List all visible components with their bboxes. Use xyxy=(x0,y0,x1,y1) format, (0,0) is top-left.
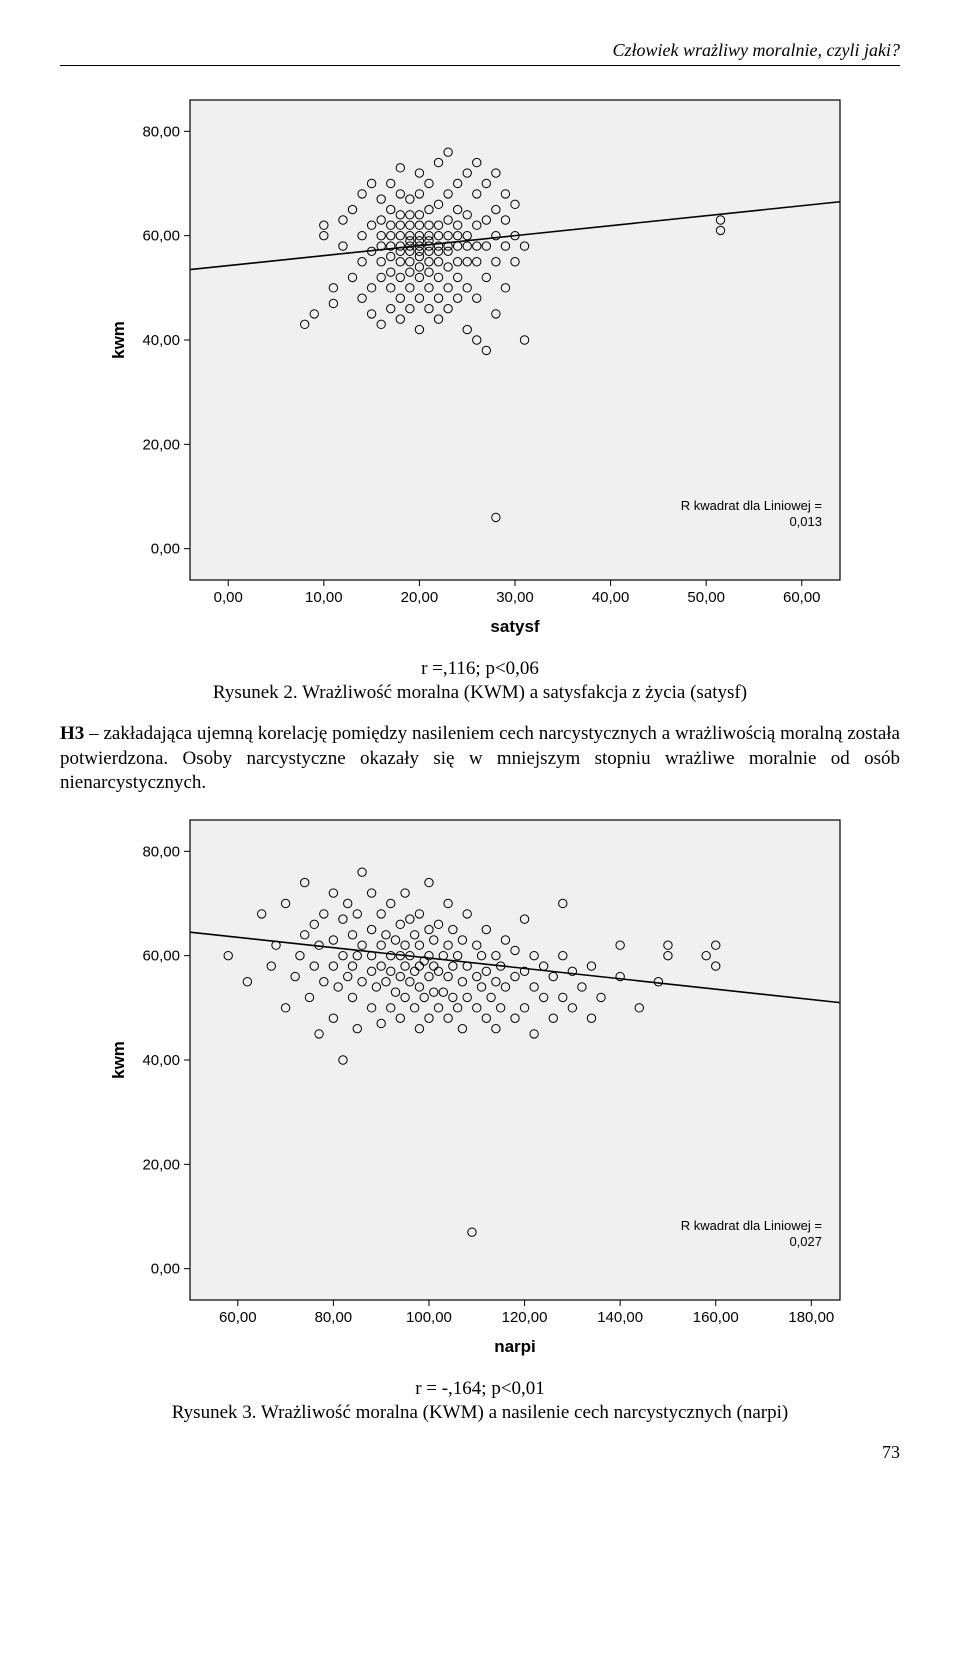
running-head: Człowiek wrażliwy moralnie, czyli jaki? xyxy=(60,40,900,66)
svg-text:40,00: 40,00 xyxy=(142,1052,180,1069)
svg-text:kwm: kwm xyxy=(109,321,128,359)
hypothesis-tag: H3 xyxy=(60,723,84,744)
svg-text:100,00: 100,00 xyxy=(406,1309,452,1326)
svg-text:20,00: 20,00 xyxy=(401,589,439,606)
svg-text:0,027: 0,027 xyxy=(789,1234,822,1249)
svg-text:0,013: 0,013 xyxy=(789,514,822,529)
hypothesis-paragraph: H3 – zakładająca ujemną korelację pomięd… xyxy=(60,722,900,796)
figure-1-stat: r =,116; p<0,06 xyxy=(60,658,900,680)
svg-text:60,00: 60,00 xyxy=(142,948,180,965)
figure-2: 60,00 80,00 100,00 120,00 140,00 160,00 180,00… xyxy=(60,810,900,1370)
svg-text:80,00: 80,00 xyxy=(142,843,180,860)
svg-text:160,00: 160,00 xyxy=(693,1309,739,1326)
svg-text:120,00: 120,00 xyxy=(502,1309,548,1326)
svg-text:40,00: 40,00 xyxy=(142,332,180,349)
svg-text:60,00: 60,00 xyxy=(142,228,180,245)
figure-2-stat: r = -,164; p<0,01 xyxy=(60,1378,900,1400)
svg-text:30,00: 30,00 xyxy=(496,589,534,606)
svg-text:0,00: 0,00 xyxy=(151,541,180,558)
scatter-chart-2: 60,00 80,00 100,00 120,00 140,00 160,00 180,00… xyxy=(100,810,860,1370)
svg-text:0,00: 0,00 xyxy=(151,1261,180,1278)
svg-text:80,00: 80,00 xyxy=(315,1309,353,1326)
svg-text:narpi: narpi xyxy=(494,1337,536,1356)
svg-text:40,00: 40,00 xyxy=(592,589,630,606)
figure-2-caption: Rysunek 3. Wrażliwość moralna (KWM) a na… xyxy=(60,1402,900,1424)
figure-1-caption: Rysunek 2. Wrażliwość moralna (KWM) a sa… xyxy=(60,682,900,704)
svg-text:80,00: 80,00 xyxy=(142,123,180,140)
svg-text:180,00: 180,00 xyxy=(788,1309,834,1326)
page-number: 73 xyxy=(60,1442,900,1463)
svg-text:R kwadrat dla Liniowej =: R kwadrat dla Liniowej = xyxy=(681,498,822,513)
svg-text:140,00: 140,00 xyxy=(597,1309,643,1326)
figure-1: 0,00 10,00 20,00 30,00 40,00 50,00 60,00 0,00 20… xyxy=(60,90,900,650)
hypothesis-text: – zakładająca ujemną korelację pomiędzy … xyxy=(60,723,900,793)
svg-text:50,00: 50,00 xyxy=(687,589,725,606)
svg-text:60,00: 60,00 xyxy=(783,589,821,606)
svg-text:20,00: 20,00 xyxy=(142,436,180,453)
svg-text:R kwadrat dla Liniowej =: R kwadrat dla Liniowej = xyxy=(681,1218,822,1233)
svg-text:20,00: 20,00 xyxy=(142,1156,180,1173)
scatter-chart-1: 0,00 10,00 20,00 30,00 40,00 50,00 60,00 0,00 20… xyxy=(100,90,860,650)
svg-text:satysf: satysf xyxy=(490,617,539,636)
svg-text:60,00: 60,00 xyxy=(219,1309,257,1326)
svg-text:kwm: kwm xyxy=(109,1041,128,1079)
svg-text:10,00: 10,00 xyxy=(305,589,343,606)
svg-text:0,00: 0,00 xyxy=(214,589,243,606)
